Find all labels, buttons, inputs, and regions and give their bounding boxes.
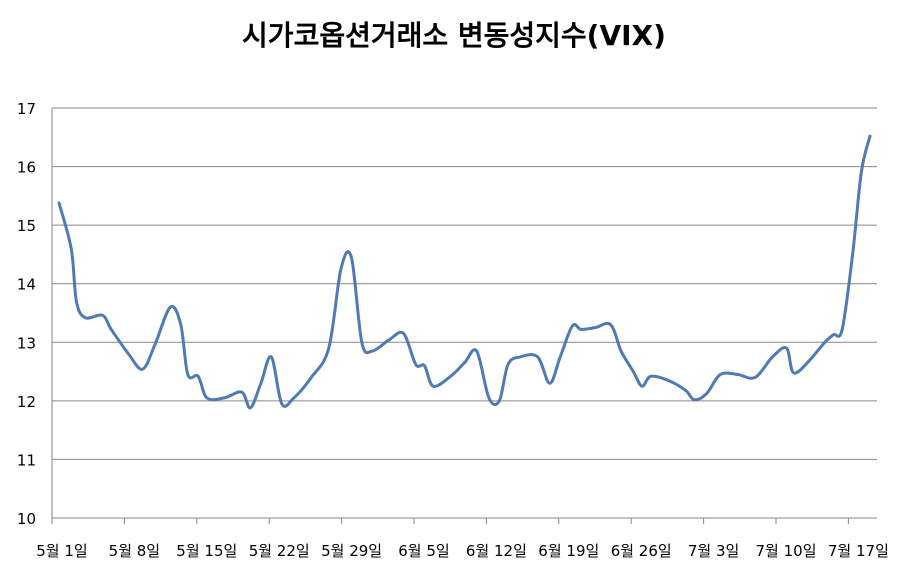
chart-title: 시가코옵션거래소 변동성지수(VIX) [242,19,666,52]
x-tick-label: 7월 17일 [828,542,889,560]
x-tick-label: 5월 15일 [176,542,237,560]
x-tick-label: 5월 22일 [249,542,310,560]
x-tick-label: 7월 10일 [756,542,817,560]
y-tick-label: 17 [17,100,36,118]
x-tick-label: 5월 8일 [109,542,160,560]
x-tick-label: 6월 19일 [538,542,599,560]
series-line-vix [57,134,872,410]
y-tick-label: 11 [17,451,36,469]
y-tick-label: 16 [17,159,36,177]
x-tick-label: 6월 5일 [398,542,449,560]
y-tick-label: 13 [17,334,36,352]
y-tick-label: 12 [17,393,36,411]
y-axis-ticks: 10 11 12 13 14 15 16 17 [17,100,36,528]
gridlines [51,107,877,519]
x-tick-label: 6월 12일 [466,542,527,560]
x-tick-label: 5월 29일 [321,542,382,560]
x-tick-label: 6월 26일 [611,542,672,560]
y-tick-label: 10 [17,510,36,528]
y-tick-label: 14 [17,276,36,294]
series-layer [57,134,872,410]
x-axis: 5월 1일 5월 8일 5월 15일 5월 22일 5월 29일 6월 5일 6월 12일 6… [36,518,889,560]
y-tick-label: 15 [17,217,36,235]
x-tick-label: 7월 3일 [688,542,739,560]
x-tick-label: 5월 1일 [36,542,87,560]
